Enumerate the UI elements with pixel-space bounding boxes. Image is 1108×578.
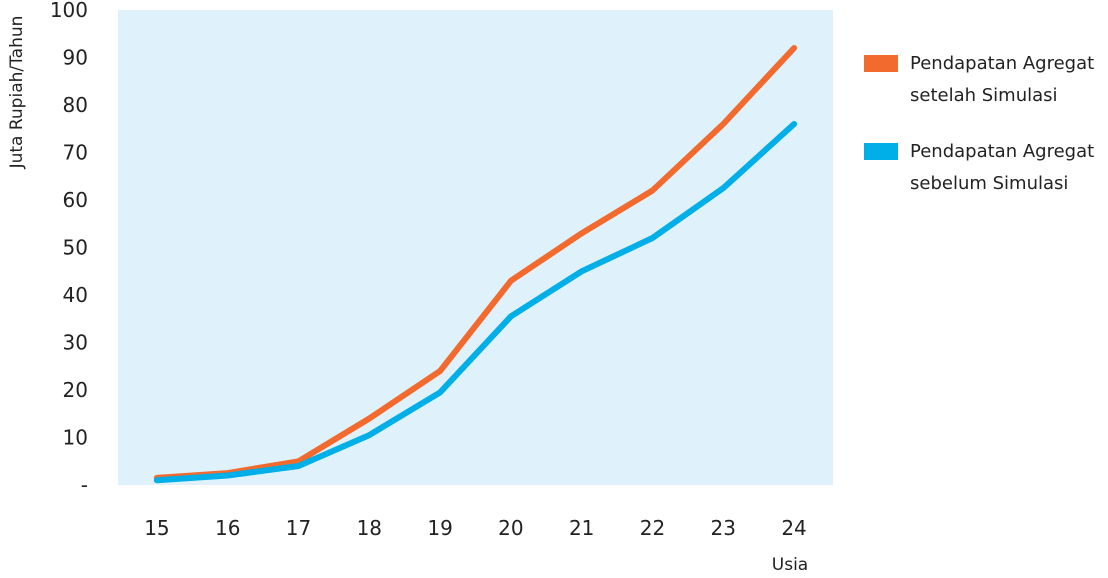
x-tick-label: 20 — [498, 516, 523, 540]
legend-label-1: setelah Simulasi — [910, 85, 1058, 106]
x-tick-label: 16 — [215, 516, 240, 540]
y-tick-label: 30 — [63, 331, 88, 355]
series-line-1 — [153, 45, 798, 481]
y-tick-label: 70 — [63, 141, 88, 165]
y-tick-label: 10 — [63, 426, 88, 450]
x-tick-label: 18 — [357, 516, 382, 540]
x-axis-ticks: 15 16 17 18 19 20 21 22 23 24 — [144, 516, 807, 540]
y-tick-label: 80 — [63, 93, 88, 117]
y-tick-label: 90 — [63, 46, 88, 70]
legend-label-2: sebelum Simulasi — [910, 173, 1068, 194]
y-tick-label: 20 — [63, 378, 88, 402]
y-axis-ticks: - 10 20 30 40 50 60 70 80 90 100 — [50, 0, 88, 497]
y-tick-label: 40 — [63, 283, 88, 307]
legend-label-2: Pendapatan Agregat — [910, 141, 1094, 162]
x-tick-label: 23 — [711, 516, 736, 540]
legend-swatch-1 — [864, 55, 898, 72]
legend-label-1: Pendapatan Agregat — [910, 53, 1094, 74]
y-tick-label: 50 — [63, 236, 88, 260]
y-tick-label: 100 — [50, 0, 88, 22]
y-tick-label: - — [81, 473, 88, 497]
legend-swatch-2 — [864, 143, 898, 160]
x-tick-label: 24 — [781, 516, 806, 540]
x-tick-label: 21 — [569, 516, 594, 540]
series-lines — [153, 45, 798, 484]
x-tick-label: 19 — [427, 516, 452, 540]
series-line-2 — [153, 121, 798, 484]
x-tick-label: 22 — [640, 516, 665, 540]
plot-area — [118, 10, 833, 485]
x-axis-title: Usia — [772, 555, 808, 575]
x-tick-label: 15 — [144, 516, 169, 540]
y-tick-label: 60 — [63, 188, 88, 212]
x-tick-label: 17 — [286, 516, 311, 540]
y-axis-title: Juta Rupiah/Tahun — [7, 16, 27, 170]
legend: Pendapatan Agregat setelah Simulasi Pendap… — [864, 53, 1094, 194]
